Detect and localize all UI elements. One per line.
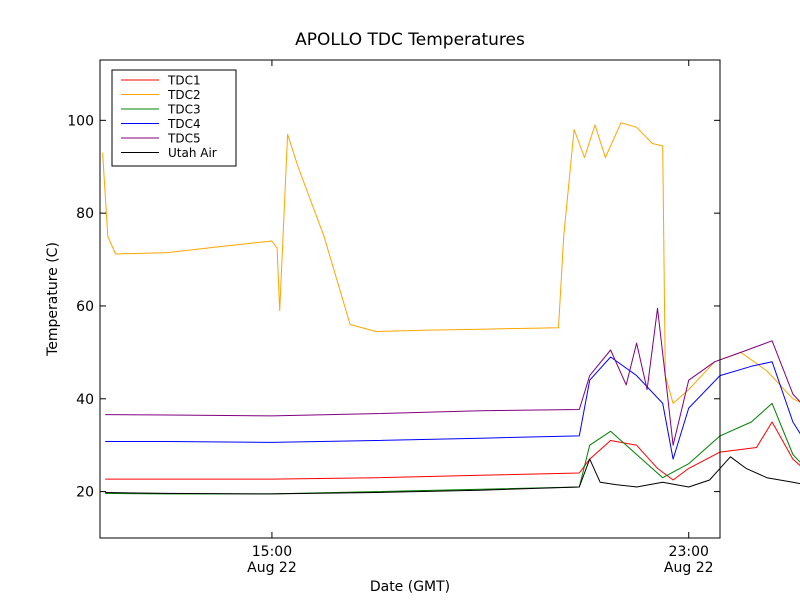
series-line-tdc5 [105,307,800,446]
x-tick-label-time: 23:00 [669,544,709,560]
series-line-utah-air [105,456,800,495]
plot-frame [99,59,721,539]
y-tick-label: 100 [67,113,94,129]
legend-box [111,69,237,167]
series-line-tdc3 [105,402,800,495]
series-line-tdc2 [102,122,800,404]
legend-label-utah-air: Utah Air [168,146,217,160]
y-tick-label: 20 [76,485,94,501]
y-axis-label: Temperature (C) [45,242,61,357]
x-axis-label: Date (GMT) [370,579,450,595]
x-tick-label-date: Aug 22 [664,560,714,576]
x-tick-label-date: Aug 22 [247,560,297,576]
y-tick-label: 80 [76,206,94,222]
legend-label-tdc3: TDC3 [167,103,201,117]
series-line-tdc4 [105,356,800,460]
legend-label-tdc2: TDC2 [167,88,201,102]
legend-label-tdc5: TDC5 [167,132,201,146]
x-tick-label-time: 15:00 [252,544,292,560]
series-layer [102,122,800,495]
y-tick-label: 40 [76,392,94,408]
chart-title: APOLLO TDC Temperatures [295,30,525,50]
legend-label-tdc1: TDC1 [167,74,201,88]
y-tick-label: 60 [76,299,94,315]
legend-label-tdc4: TDC4 [167,117,201,131]
